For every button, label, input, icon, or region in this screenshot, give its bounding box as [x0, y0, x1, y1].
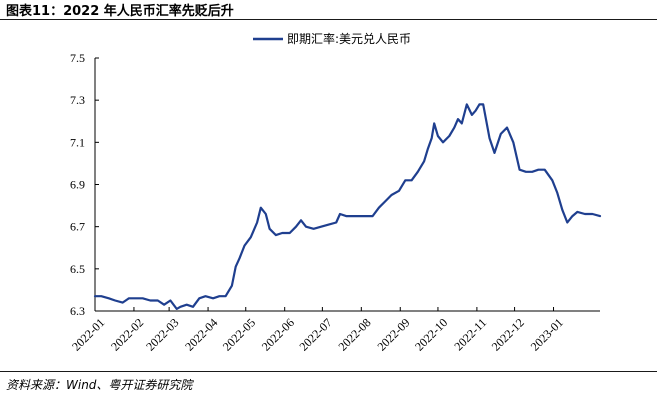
x-tick-label: 2022-03 [143, 315, 181, 353]
source-note: 资料来源：Wind、粤开证券研究院 [6, 378, 193, 392]
x-tick-label: 2022-07 [297, 315, 335, 353]
y-tick-label: 6.9 [70, 178, 85, 192]
x-tick-label: 2022-09 [374, 315, 412, 353]
y-tick-label: 7.5 [70, 51, 85, 65]
title-divider [0, 19, 657, 20]
x-tick-label: 2022-11 [451, 315, 489, 353]
x-tick-label: 2022-06 [259, 315, 297, 353]
x-tick-label: 2022-08 [335, 315, 373, 353]
line-chart: 即期汇率:美元兑人民币 6.3 6.5 6.7 6.9 7.1 7.3 7.5 2022-0… [69, 31, 602, 354]
x-tick-label: 2022-12 [489, 315, 527, 353]
x-tick-label: 2022-10 [412, 315, 450, 353]
y-tick-label: 6.5 [70, 262, 85, 276]
chart-legend: 即期汇率:美元兑人民币 [253, 31, 411, 46]
y-tick-label: 7.1 [70, 135, 85, 149]
y-tick-label: 7.3 [70, 93, 85, 107]
x-tick-label: 2023-01 [528, 315, 566, 353]
x-tick-label: 2022-02 [108, 315, 146, 353]
y-tick-label: 6.3 [70, 304, 85, 318]
x-tick-label: 2022-05 [220, 315, 258, 353]
y-ticks: 6.3 6.5 6.7 6.9 7.1 7.3 7.5 [70, 51, 99, 318]
x-tick-label: 2022-01 [69, 315, 107, 353]
series-line-usdcny [93, 103, 602, 310]
footer-divider [0, 371, 657, 372]
x-tick-label: 2022-04 [182, 315, 220, 353]
y-tick-label: 6.7 [70, 220, 85, 234]
figure-title: 图表11：2022 年人民币汇率先贬后升 [6, 4, 234, 19]
legend-label: 即期汇率:美元兑人民币 [287, 31, 411, 46]
